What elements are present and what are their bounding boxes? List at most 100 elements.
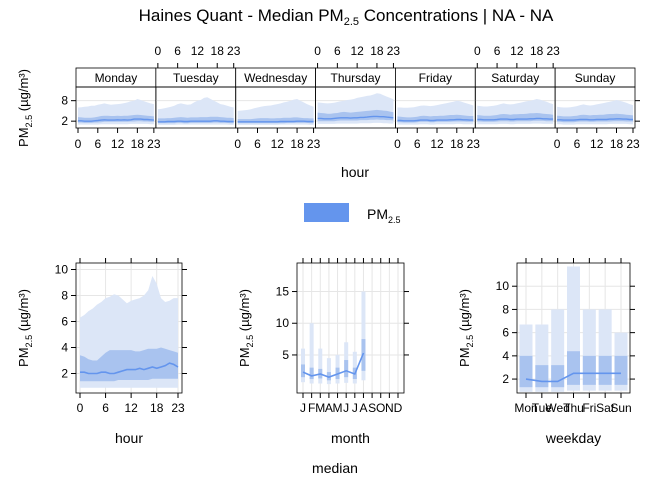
day-strip-label: Friday [419,71,452,85]
x-tick-label: S [368,401,376,415]
y-tick-label: 15 [276,285,290,299]
q25-q75-bar [326,372,331,381]
top-y-axis-label-suffix: (µg/m³) [16,69,31,115]
month-panel-y-axis-label-suffix: (µg/m³) [237,289,252,335]
hour-panel-y-axis-label-suffix: (µg/m³) [16,289,31,335]
x-tick-label: Fri [582,401,596,415]
day-panel-friday: Friday 0 6 12 18 23 [394,67,480,151]
q25-q75-bar [614,355,628,385]
hour-panel: 0 6 12 18 23 2 4 6 8 10 PM2.5 (µg/m³) hour [16,258,187,446]
x-tick-label: Mon [514,401,537,415]
chart-title: Haines Quant - Median PM2.5 Concentratio… [139,6,554,28]
x-tick-label: 18 [530,44,544,58]
y-tick-label: 6 [61,315,68,329]
month-panel-x-axis-label: month [331,430,370,446]
day-strip-label: Wednesday [244,71,307,85]
x-tick-label: 23 [387,44,401,58]
x-tick-label: 0 [75,137,82,151]
x-tick-label: O [376,401,385,415]
x-tick-label: 0 [474,44,481,58]
y-tick-label: 5 [282,348,289,362]
weekday-panel-x-axis-label: weekday [545,430,601,446]
x-tick-label: Tue [532,401,553,415]
y-tick-label: 6 [502,326,509,340]
x-tick-label: 18 [150,401,164,415]
x-tick-label: J [343,401,349,415]
month-panel-y-axis-label-prefix: PM [237,347,252,367]
top-y-axis-label: PM2.5 (µg/m³) [16,69,34,147]
hour-panel-y-axis-label: PM2.5 (µg/m³) [16,289,34,367]
day-panel-frame [554,86,636,129]
legend-label-sub: 2.5 [388,215,401,225]
month-panel-y-axis-label: PM2.5 (µg/m³) [237,289,255,367]
x-tick-label: 12 [590,137,604,151]
x-tick-label: 23 [147,137,161,151]
weekday-panel-y-axis-label: PM2.5 (µg/m³) [457,289,475,367]
weekday-panel-y-axis-label-prefix: PM [457,347,472,367]
x-tick-label: 12 [191,44,205,58]
q25-q75-bar [519,355,533,388]
hour-panel-y-axis-label-prefix: PM [16,347,31,367]
x-tick-label: 18 [370,44,384,58]
median-line [80,362,179,375]
x-tick-label: N [385,401,394,415]
q05-q95-bar [309,323,314,384]
x-tick-label: Sat [596,401,615,415]
y-tick-label: 4 [502,349,509,363]
q25-q75-bar [309,367,314,380]
x-tick-label: 23 [227,44,241,58]
x-tick-label: Thu [563,401,584,415]
legend-label-prefix: PM [367,206,388,222]
x-tick-label: 6 [414,137,421,151]
x-tick-label: A [359,401,367,415]
x-tick-label: 6 [94,137,101,151]
day-panel-tuesday: Tuesday 0 6 12 18 23 [155,44,241,129]
median-line [317,115,394,120]
x-tick-label: J [352,401,358,415]
x-tick-label: F [308,401,315,415]
x-tick-label: 0 [394,137,401,151]
x-tick-label: 6 [102,401,109,415]
x-tick-label: 12 [124,401,138,415]
y-tick-label: 8 [502,302,509,316]
q25-q75-bar [301,364,305,378]
x-tick-label: A [325,401,333,415]
day-strip-label: Tuesday [173,71,219,85]
x-tick-label: 23 [171,401,185,415]
x-tick-label: 18 [131,137,145,151]
median-line [237,120,314,123]
x-tick-label: 6 [494,44,501,58]
x-tick-label: J [300,401,306,415]
q05-q95-bar [326,358,331,385]
month-panel-y-axis-label-sub: 2.5 [245,335,255,348]
x-tick-label: 23 [546,44,560,58]
q05-q95-bar [318,348,323,384]
day-strip-label: Sunday [575,71,616,85]
y-tick-label: 10 [276,316,290,330]
x-tick-label: 18 [211,44,225,58]
y-tick-label: 2 [61,367,68,381]
day-panel-saturday: Saturday 0 6 12 18 23 [474,44,560,129]
x-tick-label: 18 [450,137,464,151]
x-tick-label: 18 [610,137,624,151]
chart-title-sub: 2.5 [344,16,359,28]
x-tick-label: M [333,401,343,415]
median-line [397,118,474,122]
x-tick-label: 6 [174,44,181,58]
y-tick-label: 2 [502,372,509,386]
hour-panel-x-axis-label: hour [115,430,143,446]
x-tick-label: 12 [271,137,285,151]
chart-title-suffix: Concentrations | NA - NA [359,6,554,25]
median-line [525,372,621,383]
median-line [78,118,154,122]
q25-q75-bar [344,360,349,378]
top-y-axis-label-prefix: PM [16,127,31,147]
y-tick-label: 8 [61,289,68,303]
x-tick-label: 0 [77,401,84,415]
day-strip-label: Thursday [330,71,380,85]
top-y-axis-label-sub: 2.5 [24,115,34,128]
q25-q75-bar [567,351,580,385]
median-line [477,117,554,121]
